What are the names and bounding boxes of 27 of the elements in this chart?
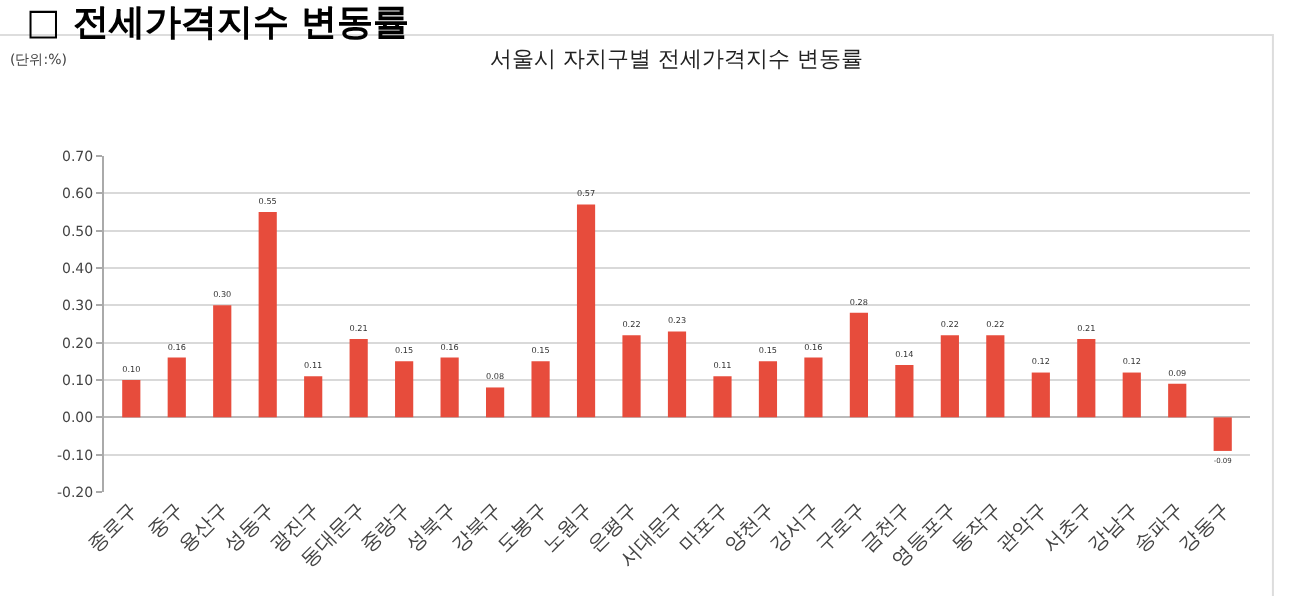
chart-title: □ 전세가격지수 변동률: [26, 2, 410, 45]
bar: [940, 335, 959, 418]
bar: [531, 361, 550, 418]
bar: [258, 212, 277, 418]
bar: [576, 204, 596, 418]
bar: [167, 357, 186, 418]
bar: [395, 361, 414, 418]
bar: [667, 331, 687, 418]
bar: [849, 312, 868, 418]
bar: [1213, 417, 1232, 451]
bar: [122, 380, 141, 418]
bar: [1031, 372, 1050, 418]
bar: [1077, 338, 1096, 418]
bar: [713, 376, 732, 418]
bar: [440, 357, 459, 418]
chart-subtitle: 서울시 자치구별 전세가격지수 변동률: [490, 46, 863, 72]
bar: [986, 335, 1005, 418]
bar: [213, 305, 232, 418]
bar: [804, 357, 823, 418]
bar: [622, 335, 641, 418]
bar: [349, 338, 368, 418]
bar: [304, 376, 323, 418]
bar: [758, 361, 778, 418]
bar: [486, 387, 505, 418]
bar: [895, 365, 914, 418]
bar: [1122, 372, 1141, 418]
bar: [1168, 383, 1187, 418]
